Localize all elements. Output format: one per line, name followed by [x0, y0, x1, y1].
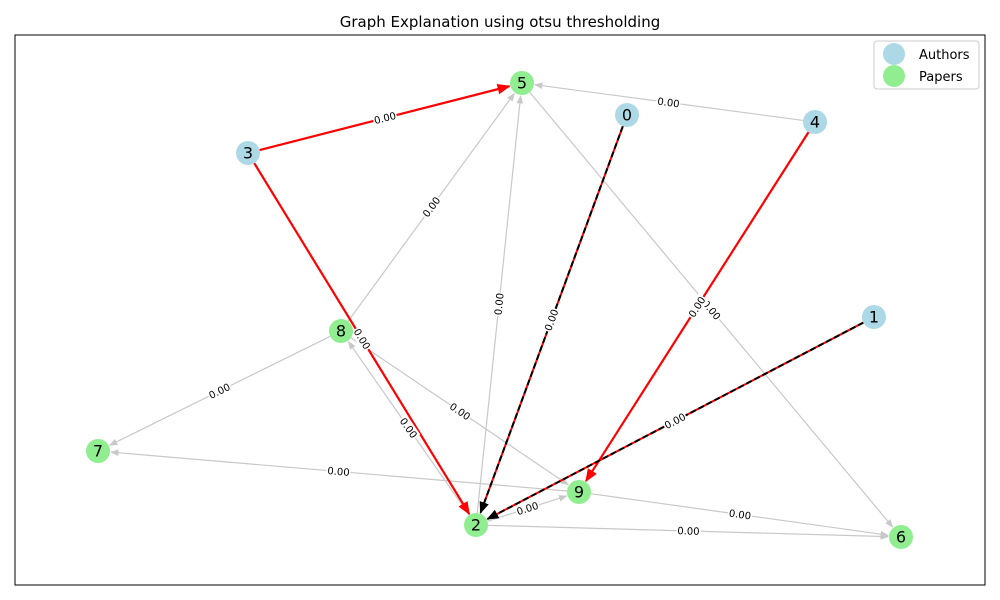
node-9 — [567, 480, 591, 504]
edge-label-bg — [655, 94, 682, 111]
node-label-8: 8 — [336, 322, 346, 341]
edge-label-bg — [371, 109, 399, 127]
edge-label-bg — [491, 291, 507, 317]
nodes-group: 0 1 2 3 4 5 6 7 8 9 — [86, 71, 913, 549]
edge-label-bg — [727, 506, 753, 523]
legend-label-papers: Papers — [919, 70, 963, 85]
edge-label-bg — [419, 193, 444, 221]
node-1 — [862, 305, 886, 329]
edge-0-2 — [479, 125, 624, 514]
node-4 — [803, 110, 827, 134]
node-label-6: 6 — [896, 528, 906, 547]
node-2 — [464, 513, 488, 537]
edge-label-2-6: 0.00 — [677, 526, 700, 538]
edge-label-bg — [685, 293, 709, 321]
node-label-0: 0 — [622, 106, 632, 125]
edge-label-bg — [350, 325, 374, 353]
edge-label-bg — [206, 380, 233, 402]
edge-label-2-5: 0.00 — [493, 292, 506, 315]
edge-label-9-6: 0.00 — [728, 509, 752, 523]
node-7 — [86, 439, 110, 463]
edge-label-bg — [396, 414, 421, 442]
node-label-7: 7 — [93, 442, 103, 461]
legend: Authors Papers — [873, 40, 980, 90]
legend-marker-authors — [883, 43, 905, 65]
node-label-2: 2 — [471, 516, 481, 535]
edge-label-bg — [541, 306, 562, 334]
node-label-1: 1 — [869, 308, 879, 327]
node-6 — [889, 525, 913, 549]
chart-title: Graph Explanation using otsu thresholdin… — [340, 13, 661, 31]
edge-label-bg — [326, 464, 351, 479]
edge-label-bg — [661, 410, 689, 432]
node-label-5: 5 — [517, 74, 527, 93]
node-3 — [236, 141, 260, 165]
edge-label-bg — [446, 399, 474, 424]
legend-label-authors: Authors — [919, 48, 970, 63]
edge-label-bg — [514, 499, 541, 518]
node-label-3: 3 — [243, 144, 253, 163]
edge-label-3-5: 0.00 — [373, 111, 397, 127]
node-label-9: 9 — [574, 483, 584, 502]
node-5 — [510, 71, 534, 95]
edge-labels-group: 0.000.000.00 0.000.000.000.000.000.00 0.00… — [206, 94, 753, 538]
node-label-4: 4 — [810, 113, 820, 132]
edge-label-9-7: 0.00 — [327, 466, 350, 479]
edge-label-4-5: 0.00 — [657, 97, 681, 111]
legend-marker-papers — [883, 65, 905, 87]
node-0 — [615, 103, 639, 127]
edge-label-bg — [676, 524, 701, 538]
node-8 — [329, 319, 353, 343]
